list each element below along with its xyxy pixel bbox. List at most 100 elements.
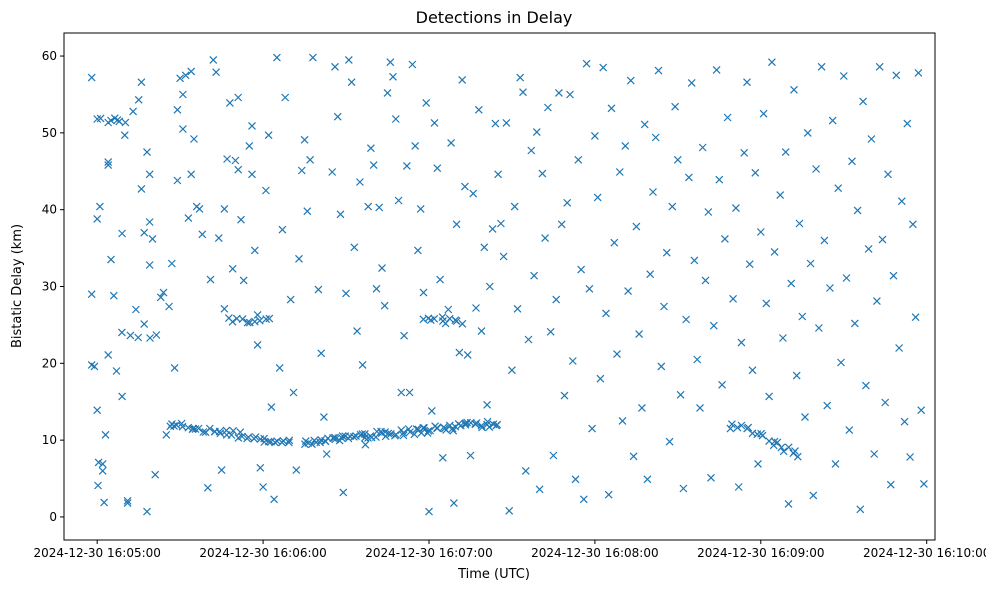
detection-point [554,88,563,97]
detection-point [793,452,802,461]
detection-point [577,265,586,274]
detection-point [358,360,367,369]
detection-point [566,90,574,99]
detection-point [187,170,196,179]
detection-point [720,234,729,243]
detection-point [412,425,421,434]
detection-point [425,507,433,516]
x-axis: 2024-12-30 16:05:00 2024-12-30 16:06:00 20… [33,540,986,560]
detection-point [779,447,788,456]
detection-point [338,432,347,441]
detection-point [574,155,583,164]
x-tick-label: 2024-12-30 16:10:00 [863,546,986,560]
detection-point [162,430,171,439]
detection-point [104,161,113,170]
detection-point [660,302,668,311]
detection-point [812,165,821,173]
detection-point [814,324,823,332]
detection-point [777,443,786,452]
detection-point [474,105,483,114]
detection-point [104,350,113,359]
plot-area [63,32,936,541]
detection-point [319,413,328,422]
detection-point [585,284,594,293]
detection-point [770,437,779,446]
detection-point [93,214,102,223]
detection-point [748,366,757,375]
y-tick-label: 60 [42,49,57,63]
detection-point [903,119,912,128]
detection-point [668,202,677,211]
detection-point [676,390,685,399]
detection-point [339,488,348,497]
detection-point [173,176,182,185]
detection-point [238,432,246,441]
detection-point [90,362,99,371]
y-axis-title: Bistatic Delay (km) [10,224,25,348]
detection-point [872,297,881,306]
y-tick-label: 30 [42,280,57,294]
detection-point [867,135,876,143]
detection-point [886,480,895,489]
detection-point [191,425,200,434]
detection-point [137,78,146,87]
detection-point [599,63,608,72]
detection-point [417,428,426,437]
detection-point [270,495,279,504]
detection-point [519,88,527,97]
detection-point [195,204,204,213]
detection-point [372,284,381,293]
detection-point [532,128,541,137]
detection-point [117,328,126,337]
detection-point [718,380,727,389]
detection-point [911,313,920,322]
detection-point [134,95,143,104]
detection-point [199,428,208,436]
detection-point [460,182,469,191]
detection-point [472,304,480,312]
detection-point [152,331,161,339]
detection-point [737,421,746,430]
detection-point [220,204,229,213]
detection-point [380,301,389,310]
detection-point [331,433,339,442]
detection-point [563,198,572,207]
y-tick-label: 50 [42,126,57,140]
detection-point [693,355,702,364]
detection-point [635,330,644,339]
detection-point [709,321,718,330]
detection-point [839,72,848,80]
detection-point [455,348,464,357]
detection-point [386,58,395,67]
detection-point [184,214,193,223]
detection-point [726,424,735,433]
detection-point [767,58,776,67]
detection-point [469,189,478,198]
detection-point [358,430,367,438]
detection-point [745,260,754,269]
detection-point [516,73,525,82]
detection-point [671,102,680,111]
detection-point [643,475,652,484]
detection-point [538,169,547,178]
detection-point [231,156,240,165]
detection-point [271,438,279,447]
y-axis: 0 10 20 30 40 50 60 [42,49,64,524]
detection-point [682,315,691,324]
detection-point [234,165,243,174]
detection-point [331,62,339,71]
detection-point [411,141,420,150]
detection-point [408,60,417,69]
detection-point [618,416,627,425]
detection-point [243,318,252,327]
detection-point [273,437,282,446]
detection-point [419,423,428,432]
detection-point [900,417,909,426]
detection-point [178,90,187,99]
detection-point [696,403,704,412]
detection-point [491,119,500,128]
detection-point [285,436,294,445]
detection-point [430,118,439,127]
detection-point [861,381,870,390]
detection-point [651,133,660,142]
